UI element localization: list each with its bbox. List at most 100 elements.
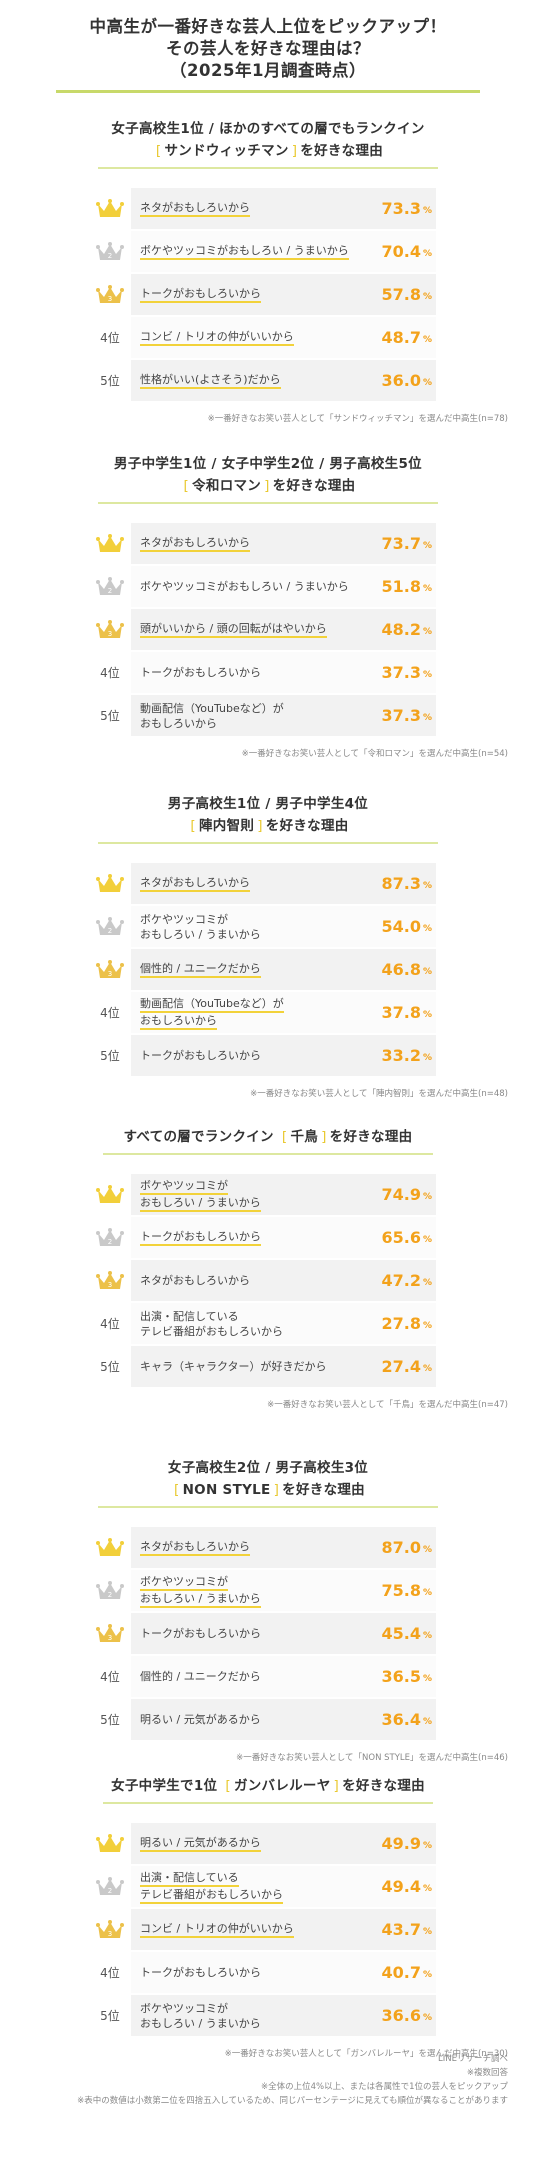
footer-rounding-note: ※表中の数値は小数第二位を四捨五入しているため、同じパーセンテージに見えても順位… [77,2096,508,2106]
main-title: 中高生が一番好きな芸人上位をピックアップ！ その芸人を好きな理由は？ （2025… [0,0,536,93]
section-title-suffix: を好きな理由 [342,1778,425,1794]
percent-unit: % [422,1191,432,1202]
value-number: 36.6 [381,2006,421,2025]
bracket-open: [ [190,818,196,834]
bar-background [131,1346,436,1387]
section-title-rule [98,502,438,504]
bar-background [131,188,436,229]
reason-label: キャラ（キャラクター）が好きだから [140,1345,327,1388]
rank-label: 4位 [100,1670,120,1684]
value-number: 33.2 [381,1046,421,1065]
bar-background [131,1570,436,1611]
section-title-prefix: すべての層でランクイン [123,1129,274,1145]
reason-label-line: ボケやツッコミがおもしろい / うまいから [140,243,349,260]
section-title-suffix: を好きな理由 [272,478,356,494]
section-title-line1: 女子高校生1位 / ほかのすべての層でもランクイン [111,121,425,137]
bracket-close: ] [321,1129,327,1145]
rank-label: 4位 [100,666,120,680]
reason-label-line: ボケやツッコミが [140,912,228,926]
bar-rows: ネタがおもしろいから 73.7% 2 ボケやツッコミがおもしろい / うまいから 51.… [0,522,536,737]
percent-unit: % [422,923,432,934]
bar-row: 2 ボケやツッコミがおもしろい / うまいから 70.4% [0,230,536,273]
main-title-rule [56,90,480,93]
value-label: 75.8% [381,1569,432,1612]
bar-background [131,1656,436,1697]
reason-label: ボケやツッコミがおもしろい / うまいから [140,905,261,948]
svg-text:2: 2 [108,1887,112,1895]
bar-background [131,1217,436,1258]
reason-label: 動画配信（YouTubeなど）が おもしろいから [140,991,284,1034]
percent-unit: % [422,1587,432,1598]
bar-background [131,1995,436,2036]
reason-label-line: 動画配信（YouTubeなど）が [140,996,284,1013]
percent-unit: % [422,1969,432,1980]
reason-label-line: おもしろい / うまいから [140,2016,261,2030]
rank-label: 5位 [100,2009,120,2023]
reason-label-line: 個性的 / ユニークだから [140,1670,261,1683]
section-title-suffix: を好きな理由 [282,1482,365,1498]
bracket-close: ] [257,818,263,834]
reason-label: 個性的 / ユニークだから [140,1655,261,1698]
entertainer-name: 陣内智則 [198,818,255,834]
reason-label: ボケやツッコミがおもしろい / うまいから [140,1173,261,1216]
value-label: 27.8% [381,1302,432,1345]
bar-background [131,1613,436,1654]
bar-background [131,566,436,607]
reason-label: コンビ / トリオの仲がいいから [140,1908,294,1951]
value-label: 87.3% [381,862,432,905]
reason-label: ボケやツッコミがおもしろい / うまいから [140,1569,261,1612]
gold-crown-icon [92,522,128,565]
main-title-line3: （2025年1月調査時点） [170,61,366,80]
value-number: 48.7 [381,328,421,347]
svg-text:3: 3 [108,295,112,303]
reason-label: 性格がいい(よさそう)だから [140,359,281,402]
bar-row: 3 トークがおもしろいから 45.4% [0,1612,536,1655]
reason-label: コンビ / トリオの仲がいいから [140,316,294,359]
value-label: 70.4% [381,230,432,273]
bar-row: 5位 ボケやツッコミが おもしろい / うまいから 36.6% [0,1994,536,2037]
bracket-open: [ [174,1482,180,1498]
value-number: 27.4 [381,1357,421,1376]
section-title: 男子中学生1位 / 女子中学生2位 / 男子高校生5位 [令和ロマン] を好きな理由 [0,453,536,504]
value-label: 49.9% [381,1822,432,1865]
bar-row: 3 ネタがおもしろいから 47.2% [0,1259,536,1302]
bar-background [131,231,436,272]
bracket-close: ] [264,478,270,494]
silver-crown-icon: 2 [92,1865,128,1908]
footer-selection-note: ※全体の上位4%以上、または各属性で1位の芸人をピックアップ [260,2082,508,2092]
value-label: 57.8% [381,273,432,316]
section-title-rule [98,1506,438,1508]
percent-unit: % [422,2012,432,2023]
reason-label-line: コンビ / トリオの仲がいいから [140,329,294,346]
percent-unit: % [422,966,432,977]
value-label: 46.8% [381,948,432,991]
bar-background [131,523,436,564]
bar-background [131,1527,436,1568]
reason-label-line: トークがおもしろいから [140,1049,261,1062]
reason-label-line: 動画配信（YouTubeなど）が [140,701,284,715]
reason-label-line: ネタがおもしろいから [140,200,250,217]
reason-label: トークがおもしろいから [140,273,261,316]
bar-row: 4位 トークがおもしろいから 40.7% [0,1951,536,1994]
bracket-close: ] [333,1778,340,1794]
value-label: 87.0% [381,1526,432,1569]
silver-crown-icon: 2 [92,1216,128,1259]
section-title-rule [98,842,438,844]
rank-label: 5位 [100,709,120,723]
sample-note: ※一番好きなお笑い芸人として「サンドウィッチマン」を選んだ中高生(n=78) [207,414,508,424]
bar-background [131,1699,436,1740]
percent-unit: % [422,880,432,891]
bar-background [131,863,436,904]
percent-unit: % [422,248,432,259]
value-number: 40.7 [381,1963,421,1982]
reason-label: トークがおもしろいから [140,1612,261,1655]
percent-unit: % [422,1716,432,1727]
bar-background [131,1866,436,1907]
value-label: 54.0% [381,905,432,948]
value-number: 73.3 [381,199,421,218]
chart-section-1: 女子高校生1位 / ほかのすべての層でもランクイン [サンドウィッチマン] を好きな… [0,118,536,424]
section-title-line1: 男子高校生1位 / 男子中学生4位 [167,796,369,812]
percent-unit: % [422,669,432,680]
reason-label: ネタがおもしろいから [140,1259,250,1302]
bronze-crown-icon: 3 [92,1612,128,1655]
